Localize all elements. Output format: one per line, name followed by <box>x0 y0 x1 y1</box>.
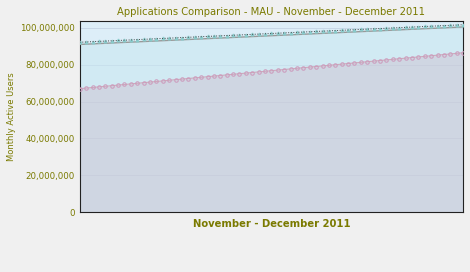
X-axis label: November - December 2011: November - December 2011 <box>193 219 350 229</box>
Y-axis label: Monthly Active Users: Monthly Active Users <box>7 72 16 161</box>
Title: Applications Comparison - MAU - November - December 2011: Applications Comparison - MAU - November… <box>118 7 425 17</box>
